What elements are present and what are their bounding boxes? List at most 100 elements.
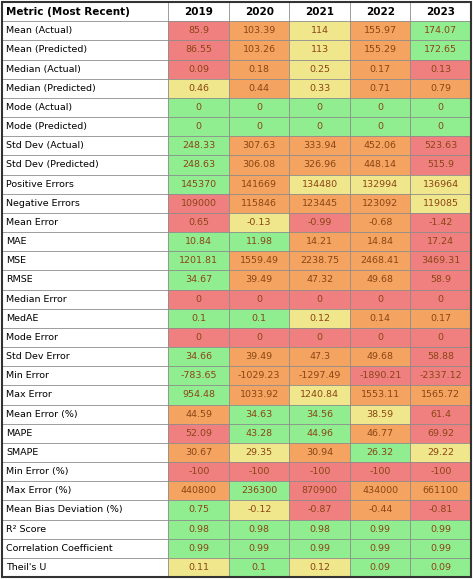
Text: -100: -100 — [188, 467, 210, 476]
FancyBboxPatch shape — [350, 251, 411, 270]
FancyBboxPatch shape — [289, 386, 350, 405]
FancyBboxPatch shape — [168, 347, 229, 366]
Text: 58.9: 58.9 — [430, 276, 451, 284]
Text: 26.32: 26.32 — [367, 448, 394, 457]
FancyBboxPatch shape — [168, 290, 229, 309]
Text: 0.44: 0.44 — [249, 84, 270, 93]
Text: 86.55: 86.55 — [185, 45, 212, 54]
FancyBboxPatch shape — [289, 347, 350, 366]
Text: 2468.41: 2468.41 — [361, 256, 400, 265]
FancyBboxPatch shape — [350, 213, 411, 232]
Text: 0.17: 0.17 — [370, 65, 391, 74]
FancyBboxPatch shape — [350, 443, 411, 462]
Text: 30.94: 30.94 — [306, 448, 333, 457]
Text: 661100: 661100 — [423, 486, 459, 495]
Text: MSE: MSE — [6, 256, 26, 265]
FancyBboxPatch shape — [2, 290, 168, 309]
Text: 0.12: 0.12 — [309, 314, 330, 323]
Text: 0.1: 0.1 — [191, 314, 206, 323]
Text: 954.48: 954.48 — [182, 390, 215, 400]
Text: 0.99: 0.99 — [249, 544, 270, 553]
Text: 0.71: 0.71 — [370, 84, 391, 93]
FancyBboxPatch shape — [229, 347, 289, 366]
FancyBboxPatch shape — [229, 424, 289, 443]
FancyBboxPatch shape — [411, 270, 471, 290]
Text: 0.98: 0.98 — [188, 525, 209, 534]
Text: 43.28: 43.28 — [245, 429, 273, 438]
FancyBboxPatch shape — [168, 21, 229, 41]
FancyBboxPatch shape — [229, 328, 289, 347]
Text: SMAPE: SMAPE — [6, 448, 38, 457]
FancyBboxPatch shape — [2, 405, 168, 424]
Text: 448.14: 448.14 — [364, 160, 397, 170]
Text: 17.24: 17.24 — [427, 237, 454, 246]
Text: Mode Error: Mode Error — [6, 333, 58, 342]
FancyBboxPatch shape — [289, 2, 350, 21]
Text: 174.07: 174.07 — [424, 26, 457, 35]
FancyBboxPatch shape — [2, 117, 168, 136]
FancyBboxPatch shape — [289, 117, 350, 136]
FancyBboxPatch shape — [350, 79, 411, 98]
FancyBboxPatch shape — [411, 462, 471, 481]
Text: 2023: 2023 — [426, 6, 455, 17]
Text: 30.67: 30.67 — [185, 448, 212, 457]
Text: -0.12: -0.12 — [247, 505, 272, 514]
FancyBboxPatch shape — [350, 424, 411, 443]
FancyBboxPatch shape — [168, 405, 229, 424]
Text: -1297.49: -1297.49 — [298, 371, 341, 380]
Text: -0.81: -0.81 — [429, 505, 453, 514]
FancyBboxPatch shape — [350, 174, 411, 193]
Text: 0: 0 — [256, 122, 262, 131]
FancyBboxPatch shape — [229, 193, 289, 213]
FancyBboxPatch shape — [350, 405, 411, 424]
FancyBboxPatch shape — [411, 405, 471, 424]
FancyBboxPatch shape — [289, 98, 350, 117]
Text: 34.66: 34.66 — [185, 352, 212, 361]
FancyBboxPatch shape — [168, 98, 229, 117]
FancyBboxPatch shape — [2, 328, 168, 347]
FancyBboxPatch shape — [229, 60, 289, 79]
Text: 0.46: 0.46 — [188, 84, 209, 93]
FancyBboxPatch shape — [168, 60, 229, 79]
FancyBboxPatch shape — [2, 386, 168, 405]
FancyBboxPatch shape — [2, 366, 168, 386]
Text: -100: -100 — [430, 467, 451, 476]
Text: 132994: 132994 — [362, 179, 398, 189]
Text: 1240.84: 1240.84 — [300, 390, 339, 400]
FancyBboxPatch shape — [350, 500, 411, 519]
FancyBboxPatch shape — [350, 193, 411, 213]
FancyBboxPatch shape — [168, 232, 229, 251]
Text: 1553.11: 1553.11 — [361, 390, 400, 400]
Text: 0: 0 — [438, 122, 444, 131]
Text: 0: 0 — [438, 103, 444, 112]
FancyBboxPatch shape — [2, 558, 168, 577]
Text: 0: 0 — [317, 103, 323, 112]
FancyBboxPatch shape — [229, 98, 289, 117]
Text: MAE: MAE — [6, 237, 26, 246]
FancyBboxPatch shape — [168, 270, 229, 290]
FancyBboxPatch shape — [2, 21, 168, 41]
Text: 0.17: 0.17 — [430, 314, 451, 323]
FancyBboxPatch shape — [168, 443, 229, 462]
FancyBboxPatch shape — [229, 117, 289, 136]
FancyBboxPatch shape — [411, 558, 471, 577]
FancyBboxPatch shape — [411, 117, 471, 136]
Text: 44.96: 44.96 — [306, 429, 333, 438]
FancyBboxPatch shape — [229, 41, 289, 60]
FancyBboxPatch shape — [229, 481, 289, 500]
FancyBboxPatch shape — [289, 443, 350, 462]
FancyBboxPatch shape — [411, 309, 471, 328]
Text: 46.77: 46.77 — [367, 429, 394, 438]
Text: 0.33: 0.33 — [309, 84, 330, 93]
Text: 0.99: 0.99 — [370, 544, 391, 553]
FancyBboxPatch shape — [229, 251, 289, 270]
Text: 0.14: 0.14 — [370, 314, 391, 323]
FancyBboxPatch shape — [289, 519, 350, 538]
Text: 0: 0 — [317, 333, 323, 342]
FancyBboxPatch shape — [350, 155, 411, 174]
Text: 103.39: 103.39 — [243, 26, 276, 35]
Text: 34.63: 34.63 — [245, 409, 273, 419]
FancyBboxPatch shape — [168, 558, 229, 577]
Text: 0.25: 0.25 — [309, 65, 330, 74]
Text: 0.99: 0.99 — [430, 525, 451, 534]
